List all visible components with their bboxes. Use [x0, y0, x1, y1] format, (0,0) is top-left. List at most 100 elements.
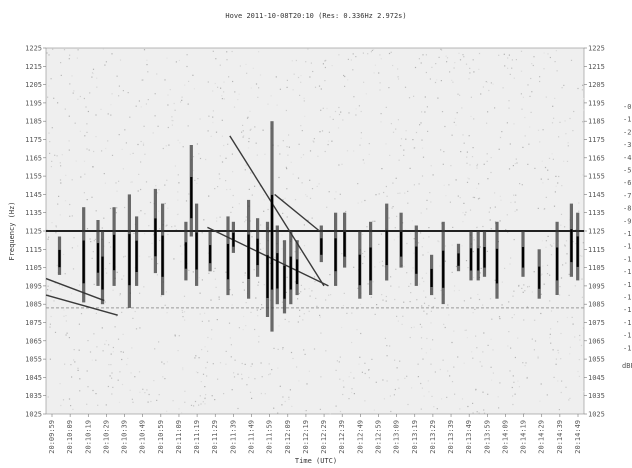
noise-speckle	[568, 294, 570, 296]
noise-speckle	[167, 94, 169, 96]
colorbar-tick-label: -6	[623, 179, 631, 187]
noise-speckle	[325, 299, 327, 301]
noise-speckle	[582, 174, 584, 176]
noise-speckle	[100, 108, 102, 110]
noise-speckle	[512, 295, 514, 297]
noise-speckle	[527, 163, 529, 165]
noise-speckle	[68, 149, 70, 151]
noise-speckle	[165, 291, 167, 293]
noise-speckle	[207, 350, 209, 352]
noise-speckle	[257, 96, 259, 98]
noise-speckle	[90, 241, 92, 243]
noise-speckle	[552, 105, 554, 107]
x-tick-label: 20:10:39	[121, 420, 129, 454]
noise-speckle	[164, 79, 166, 81]
noise-speckle	[250, 128, 252, 130]
x-axis-label: Time (UTC)	[295, 457, 337, 465]
noise-speckle	[147, 71, 149, 73]
noise-speckle	[104, 182, 106, 184]
noise-speckle	[426, 313, 428, 315]
noise-speckle	[143, 286, 145, 288]
burst-core	[369, 247, 372, 281]
noise-speckle	[138, 255, 141, 257]
noise-speckle	[474, 308, 476, 310]
noise-speckle	[115, 182, 117, 184]
noise-speckle	[414, 147, 416, 149]
y-tick-label: 1025	[25, 411, 42, 419]
noise-speckle	[183, 311, 186, 313]
noise-speckle	[453, 67, 455, 69]
noise-speckle	[499, 220, 501, 222]
noise-speckle	[539, 80, 541, 83]
noise-speckle	[397, 236, 399, 238]
noise-speckle	[478, 183, 480, 185]
noise-speckle	[60, 74, 62, 76]
noise-speckle	[549, 244, 552, 246]
noise-speckle	[389, 154, 391, 156]
noise-speckle	[168, 144, 170, 146]
noise-speckle	[480, 93, 482, 95]
noise-speckle	[329, 116, 331, 118]
noise-speckle	[459, 94, 461, 96]
noise-speckle	[322, 107, 324, 109]
y-tick-label-right: 1065	[588, 337, 605, 345]
burst-core	[96, 243, 100, 273]
noise-speckle	[104, 301, 106, 303]
noise-speckle	[494, 221, 496, 223]
noise-speckle	[281, 301, 283, 303]
noise-speckle	[111, 377, 113, 379]
noise-speckle	[517, 337, 519, 339]
noise-speckle	[147, 99, 149, 101]
noise-speckle	[79, 130, 81, 132]
noise-speckle	[73, 349, 75, 351]
colorbar-tick-label: -1	[623, 319, 631, 327]
noise-speckle	[133, 232, 135, 235]
noise-speckle	[501, 131, 503, 133]
noise-speckle	[131, 181, 133, 183]
noise-speckle	[514, 163, 516, 165]
chirp-trace	[229, 135, 325, 287]
noise-speckle	[357, 183, 359, 185]
noise-speckle	[193, 405, 195, 407]
noise-speckle	[486, 81, 488, 83]
noise-speckle	[284, 197, 286, 199]
noise-speckle	[449, 71, 451, 73]
noise-speckle	[491, 318, 493, 320]
noise-speckle	[313, 141, 315, 143]
noise-speckle	[231, 304, 233, 306]
noise-speckle	[368, 143, 370, 145]
noise-speckle	[368, 153, 370, 155]
noise-speckle	[361, 371, 363, 373]
noise-speckle	[205, 158, 207, 161]
noise-speckle	[281, 404, 283, 406]
noise-speckle	[101, 150, 103, 152]
noise-speckle	[555, 358, 557, 360]
noise-speckle	[428, 236, 430, 238]
noise-speckle	[473, 118, 475, 120]
noise-speckle	[350, 371, 352, 374]
noise-speckle	[231, 294, 233, 296]
noise-speckle	[291, 60, 293, 62]
x-tick-label: 20:14:09	[501, 420, 509, 454]
noise-speckle	[76, 57, 78, 59]
noise-speckle	[449, 201, 451, 203]
noise-speckle	[428, 305, 430, 307]
noise-speckle	[48, 132, 50, 134]
colorbar-label: dBFS	[622, 362, 632, 370]
noise-speckle	[92, 73, 95, 75]
noise-speckle	[259, 74, 262, 76]
noise-speckle	[105, 404, 107, 406]
noise-speckle	[294, 251, 296, 253]
noise-speckle	[161, 361, 163, 363]
noise-speckle	[110, 353, 112, 355]
noise-speckle	[181, 309, 183, 312]
noise-speckle	[248, 137, 250, 140]
noise-speckle	[579, 339, 581, 341]
noise-speckle	[540, 178, 542, 180]
noise-speckle	[453, 330, 455, 332]
noise-speckle	[549, 337, 551, 339]
noise-speckle	[279, 153, 281, 155]
noise-speckle	[177, 350, 179, 352]
noise-speckle	[255, 297, 257, 299]
noise-speckle	[553, 117, 555, 119]
